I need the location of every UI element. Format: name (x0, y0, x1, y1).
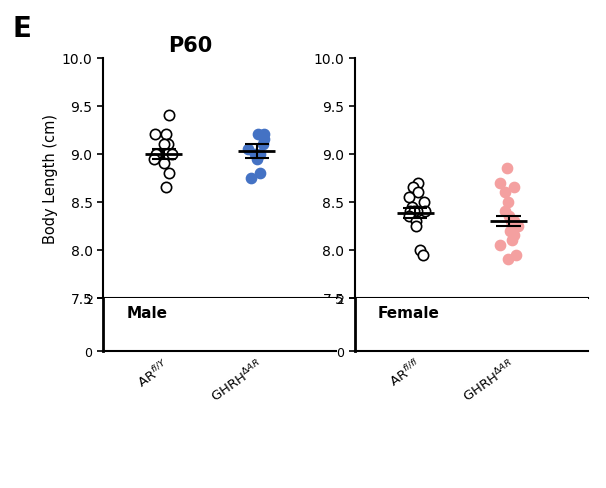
Point (510, 232, 519, 240)
Point (508, 237, 518, 244)
Point (507, 218, 517, 225)
Point (404, 213, 413, 221)
Point (258, 141, 268, 149)
Point (409, 208, 419, 216)
Text: E: E (12, 15, 31, 42)
Point (511, 251, 521, 259)
Point (159, 160, 168, 168)
Point (161, 131, 171, 139)
Point (150, 155, 159, 163)
Point (504, 213, 514, 221)
Point (164, 112, 173, 120)
Point (246, 174, 256, 182)
Text: Female: Female (378, 305, 440, 320)
Point (509, 184, 519, 192)
Point (255, 170, 265, 178)
Point (500, 189, 510, 197)
Point (503, 199, 513, 206)
Point (165, 170, 175, 178)
Point (259, 131, 269, 139)
Point (252, 155, 262, 163)
Point (167, 150, 177, 158)
Text: Male: Male (126, 305, 167, 320)
Point (502, 165, 511, 173)
Point (408, 184, 418, 192)
Point (164, 150, 173, 158)
Point (411, 223, 421, 230)
Point (150, 131, 159, 139)
Point (513, 223, 522, 230)
Point (408, 203, 418, 211)
Point (256, 150, 265, 158)
Point (506, 218, 516, 225)
Point (419, 251, 428, 259)
Point (503, 256, 513, 264)
Point (413, 179, 423, 187)
Point (164, 141, 173, 149)
Point (495, 242, 505, 249)
Text: P60: P60 (168, 36, 213, 56)
Point (419, 199, 429, 206)
Point (505, 227, 515, 235)
Point (500, 208, 510, 216)
Point (161, 184, 170, 192)
Point (244, 146, 253, 154)
Point (153, 150, 163, 158)
Y-axis label: Body Length (cm): Body Length (cm) (42, 114, 58, 243)
Point (162, 150, 172, 158)
Point (420, 208, 430, 216)
Point (153, 150, 162, 158)
Point (412, 208, 422, 216)
Point (416, 246, 425, 254)
Point (413, 189, 423, 197)
Point (509, 218, 519, 225)
Point (405, 208, 415, 216)
Point (259, 136, 269, 144)
Point (404, 194, 414, 202)
Point (496, 179, 505, 187)
Point (254, 131, 264, 139)
Point (411, 218, 421, 225)
Point (159, 141, 168, 149)
Point (154, 150, 164, 158)
Point (250, 150, 259, 158)
Point (151, 150, 161, 158)
